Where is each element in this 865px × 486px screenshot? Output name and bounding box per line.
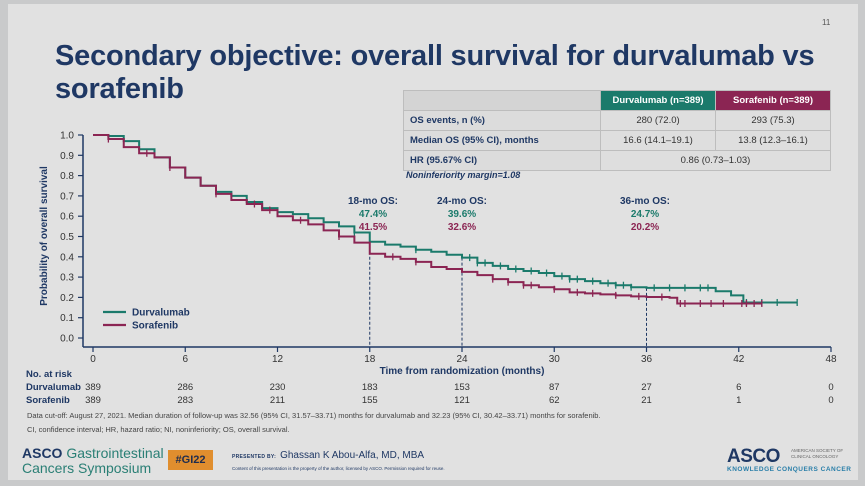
footnote-abbreviations: CI, confidence interval; HR, hazard rati… xyxy=(27,425,290,434)
asco-logo: ASCO AMERICAN SOCIETY OF CLINICAL ONCOLO… xyxy=(727,446,851,473)
cell-durvalumab: 16.6 (14.1–19.1) xyxy=(600,130,716,151)
risk-count: 21 xyxy=(641,395,652,406)
annotation-durvalumab-36mo: 24.7% xyxy=(631,209,659,220)
risk-count: 283 xyxy=(177,395,194,406)
annotation-label-18mo: 18-mo OS: xyxy=(348,196,398,207)
risk-row-name: Durvalumab xyxy=(26,382,81,393)
asco-tagline: KNOWLEDGE CONQUERS CANCER xyxy=(727,466,852,473)
x-axis-label: Time from randomization (months) xyxy=(380,366,545,377)
y-tick-label: 0.8 xyxy=(60,171,74,182)
page-number: 11 xyxy=(822,18,831,27)
y-tick-label: 0.9 xyxy=(60,151,74,162)
symposium-line1: Gastrointestinal xyxy=(66,445,164,461)
noninferiority-note: Noninferiority margin=1.08 xyxy=(406,170,521,180)
legend-label-durvalumab: Durvalumab xyxy=(132,308,190,319)
risk-count: 27 xyxy=(641,382,652,393)
os-summary-table: Durvalumab (n=389) Sorafenib (n=389) OS … xyxy=(403,90,831,171)
x-tick-label: 12 xyxy=(272,354,284,365)
x-tick-label: 0 xyxy=(90,354,96,365)
reference-lines xyxy=(369,241,647,347)
legal-notice: Content of this presentation is the prop… xyxy=(232,466,445,471)
table-header-row: Durvalumab (n=389) Sorafenib (n=389) xyxy=(403,90,831,111)
row-label: Median OS (95% CI), months xyxy=(403,130,601,151)
x-tick-label: 18 xyxy=(364,354,376,365)
risk-count: 6 xyxy=(736,382,742,393)
risk-count: 1 xyxy=(736,395,742,406)
annotations: 18-mo OS: 47.4% 41.5% 24-mo OS: 39.6% 32.6% 36… xyxy=(348,196,670,233)
asco-logo-word: ASCO xyxy=(727,446,780,467)
x-tick-label: 30 xyxy=(549,354,561,365)
annotation-sorafenib-36mo: 20.2% xyxy=(631,222,659,233)
y-tick-label: 0.0 xyxy=(60,334,74,345)
risk-count: 211 xyxy=(269,395,286,406)
footnote-data-cutoff: Data cut-off: August 27, 2021. Median du… xyxy=(27,411,601,420)
risk-count: 286 xyxy=(177,382,194,393)
risk-count: 389 xyxy=(85,382,101,393)
asco-gi-symposium-logo: ASCO Gastrointestinal Cancers Symposium xyxy=(22,446,164,476)
axes: 0.0 0.1 0.2 0.3 0.4 0.5 0.6 0.7 0.8 0.9 1.0 0 6 12 18 2… xyxy=(39,131,837,378)
y-tick-label: 0.4 xyxy=(60,252,74,263)
slide xyxy=(8,4,858,480)
risk-count: 155 xyxy=(361,395,378,406)
slide-title: Secondary objective: overall survival fo… xyxy=(55,40,815,105)
risk-count: 389 xyxy=(85,395,101,406)
risk-count: 121 xyxy=(454,395,470,406)
annotation-durvalumab-18mo: 47.4% xyxy=(359,209,387,220)
y-tick-label: 0.3 xyxy=(60,273,74,284)
annotation-label-24mo: 24-mo OS: xyxy=(437,196,487,207)
x-tick-label: 6 xyxy=(182,354,188,365)
legend: Durvalumab Sorafenib xyxy=(103,308,190,332)
y-axis-label: Probability of overall survival xyxy=(39,166,50,306)
cell-durvalumab: 280 (72.0) xyxy=(600,110,716,131)
presenter: PRESENTED BY: Ghassan K Abou-Alfa, MD, MB… xyxy=(232,450,424,461)
row-label: HR (95.67% CI) xyxy=(403,150,601,171)
x-tick-label: 24 xyxy=(456,354,468,365)
risk-row-name: Sorafenib xyxy=(26,395,70,406)
table-header-blank xyxy=(403,90,601,111)
annotation-label-36mo: 36-mo OS: xyxy=(620,196,670,207)
table-row: OS events, n (%) 280 (72.0) 293 (75.3) xyxy=(403,110,831,131)
cell-sorafenib: 13.8 (12.3–16.1) xyxy=(715,130,831,151)
annotation-sorafenib-18mo: 41.5% xyxy=(359,222,387,233)
x-tick-label: 42 xyxy=(733,354,745,365)
y-tick-label: 1.0 xyxy=(60,131,74,142)
symposium-line2: Cancers Symposium xyxy=(22,460,152,476)
curve-durvalumab xyxy=(93,134,798,304)
risk-count: 153 xyxy=(454,382,470,393)
cell-hr-combined: 0.86 (0.73–1.03) xyxy=(600,150,831,171)
risk-count: 62 xyxy=(548,395,560,406)
row-label: OS events, n (%) xyxy=(403,110,601,131)
presenter-name: Ghassan K Abou-Alfa, MD, MBA xyxy=(280,450,425,461)
asco-word: ASCO xyxy=(22,445,63,461)
risk-count: 0 xyxy=(828,395,834,406)
risk-count: 183 xyxy=(361,382,378,393)
survival-curves xyxy=(93,134,798,307)
annotation-sorafenib-24mo: 32.6% xyxy=(448,222,476,233)
y-tick-label: 0.7 xyxy=(60,191,74,202)
hashtag-badge: #GI22 xyxy=(168,450,213,470)
curve-sorafenib xyxy=(93,134,762,305)
y-tick-label: 0.6 xyxy=(60,212,74,223)
annotation-durvalumab-24mo: 39.6% xyxy=(448,209,476,220)
legend-label-sorafenib: Sorafenib xyxy=(132,321,178,332)
risk-table-title: No. at risk xyxy=(26,369,72,380)
risk-count: 230 xyxy=(269,382,286,393)
y-tick-label: 0.2 xyxy=(60,293,74,304)
y-tick-label: 0.5 xyxy=(60,232,74,243)
table-row: HR (95.67% CI) 0.86 (0.73–1.03) xyxy=(403,150,831,171)
y-tick-label: 0.1 xyxy=(60,313,74,324)
x-tick-label: 36 xyxy=(641,354,653,365)
x-tick-label: 48 xyxy=(825,354,837,365)
asco-full-name: AMERICAN SOCIETY OF CLINICAL ONCOLOGY xyxy=(791,448,844,459)
risk-count: 87 xyxy=(548,382,560,393)
risk-count: 0 xyxy=(828,382,834,393)
presented-by-label: PRESENTED BY: xyxy=(232,454,277,460)
table-row: Median OS (95% CI), months 16.6 (14.1–19… xyxy=(403,130,831,151)
